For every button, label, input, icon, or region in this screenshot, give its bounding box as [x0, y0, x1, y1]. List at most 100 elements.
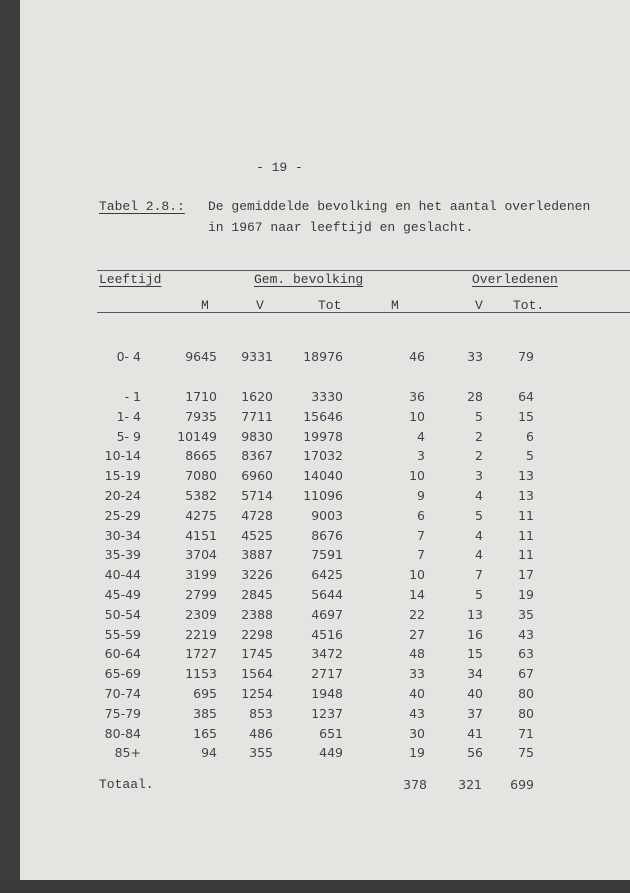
cell-deaths-tot: 43 — [518, 626, 534, 642]
cell-pop-v: 1745 — [241, 646, 273, 662]
cell-pop-m: 2309 — [185, 606, 217, 622]
cell-age: 70-74 — [104, 686, 141, 701]
cell-deaths-m: 36 — [409, 389, 425, 404]
cell-deaths-tot: 67 — [518, 666, 534, 682]
table-top-rule — [97, 270, 630, 271]
cell-age: 80-84 — [104, 725, 141, 741]
header-pop-m: M — [201, 298, 209, 313]
cell-pop-tot: 449 — [319, 745, 343, 761]
cell-age: 50-54 — [104, 606, 141, 622]
cell-age: 0- 4 — [116, 349, 141, 364]
cell-pop-tot: 17032 — [303, 448, 343, 464]
cell-pop-v: 6960 — [241, 468, 273, 484]
cell-pop-m: 9645 — [185, 349, 217, 364]
cell-deaths-tot: 75 — [518, 745, 534, 761]
header-deaths: Overledenen — [472, 272, 558, 287]
cell-deaths-v: 56 — [467, 745, 483, 761]
total-label: Totaal. — [99, 777, 154, 792]
cell-pop-m: 10149 — [177, 428, 217, 444]
cell-age: 15-19 — [104, 468, 141, 484]
cell-pop-tot: 7591 — [311, 547, 343, 563]
total-deaths-m: 378 — [403, 777, 427, 792]
cell-deaths-v: 2 — [475, 428, 483, 444]
cell-pop-m: 385 — [193, 705, 217, 721]
cell-deaths-v: 4 — [475, 547, 483, 563]
header-pop-v: V — [256, 298, 264, 313]
header-deaths-v: V — [475, 298, 483, 313]
cell-pop-v: 853 — [249, 705, 273, 721]
cell-deaths-v: 5 — [475, 587, 483, 602]
cell-deaths-tot: 63 — [518, 646, 534, 662]
cell-deaths-v: 4 — [475, 488, 483, 503]
cell-pop-v: 1564 — [241, 666, 273, 682]
cell-pop-v: 9830 — [241, 428, 273, 444]
page-number: - 19 - — [256, 160, 303, 175]
cell-pop-v: 3887 — [241, 547, 273, 563]
cell-age: 25-29 — [104, 507, 141, 523]
total-deaths-tot: 699 — [510, 777, 534, 792]
cell-pop-v: 9331 — [241, 349, 273, 364]
cell-deaths-tot: 11 — [518, 527, 534, 543]
cell-deaths-tot: 64 — [518, 389, 534, 404]
cell-age: 85+ — [114, 745, 141, 761]
cell-pop-tot: 19978 — [303, 428, 343, 444]
header-pop-tot: Tot — [318, 298, 342, 313]
cell-deaths-tot: 13 — [518, 488, 534, 503]
cell-pop-m: 695 — [193, 686, 217, 701]
cell-deaths-m: 48 — [409, 646, 425, 662]
cell-deaths-m: 10 — [409, 468, 425, 484]
cell-deaths-v: 37 — [467, 705, 483, 721]
cell-deaths-m: 27 — [409, 626, 425, 642]
cell-deaths-m: 10 — [409, 567, 425, 583]
cell-pop-m: 5382 — [185, 488, 217, 503]
total-deaths-v: 321 — [458, 777, 482, 792]
cell-pop-v: 3226 — [241, 567, 273, 583]
cell-pop-m: 4151 — [185, 527, 217, 543]
cell-deaths-tot: 13 — [518, 468, 534, 484]
cell-age: 10-14 — [104, 448, 141, 464]
cell-deaths-m: 22 — [409, 606, 425, 622]
cell-pop-m: 4275 — [185, 507, 217, 523]
cell-deaths-v: 4 — [475, 527, 483, 543]
table-title-line2: in 1967 naar leeftijd en geslacht. — [208, 220, 474, 235]
cell-pop-tot: 1237 — [311, 705, 343, 721]
cell-deaths-m: 33 — [409, 666, 425, 682]
cell-deaths-tot: 15 — [518, 408, 534, 424]
cell-pop-v: 355 — [249, 745, 273, 761]
cell-pop-v: 2388 — [241, 606, 273, 622]
header-deaths-m: M — [391, 298, 399, 313]
cell-deaths-m: 46 — [409, 349, 425, 364]
cell-pop-tot: 11096 — [303, 488, 343, 503]
header-bottom-rule — [97, 312, 630, 313]
cell-pop-m: 2219 — [185, 626, 217, 642]
cell-pop-tot: 3330 — [311, 389, 343, 404]
cell-pop-m: 3199 — [185, 567, 217, 583]
cell-pop-v: 486 — [249, 725, 273, 741]
cell-age: 40-44 — [104, 567, 141, 583]
scan-edge-bottom — [0, 880, 630, 893]
cell-deaths-tot: 5 — [526, 448, 534, 464]
cell-deaths-v: 5 — [475, 507, 483, 523]
cell-deaths-m: 30 — [409, 725, 425, 741]
cell-pop-m: 94 — [201, 745, 217, 761]
cell-age: - 1 — [124, 389, 141, 404]
cell-deaths-tot: 11 — [518, 547, 534, 563]
cell-pop-m: 1710 — [185, 389, 217, 404]
header-age: Leeftijd — [99, 272, 162, 287]
cell-age: 1- 4 — [116, 408, 141, 424]
cell-pop-tot: 3472 — [311, 646, 343, 662]
cell-pop-v: 8367 — [241, 448, 273, 464]
cell-deaths-tot: 35 — [518, 606, 534, 622]
cell-pop-v: 5714 — [241, 488, 273, 503]
cell-deaths-tot: 80 — [518, 705, 534, 721]
cell-deaths-m: 10 — [409, 408, 425, 424]
cell-deaths-v: 33 — [467, 349, 483, 364]
cell-age: 60-64 — [104, 646, 141, 662]
cell-pop-m: 7935 — [185, 408, 217, 424]
cell-deaths-v: 34 — [467, 666, 483, 682]
cell-pop-tot: 4697 — [311, 606, 343, 622]
scan-edge-left — [0, 0, 20, 893]
cell-deaths-v: 40 — [467, 686, 483, 701]
cell-pop-m: 7080 — [185, 468, 217, 484]
cell-pop-tot: 4516 — [311, 626, 343, 642]
